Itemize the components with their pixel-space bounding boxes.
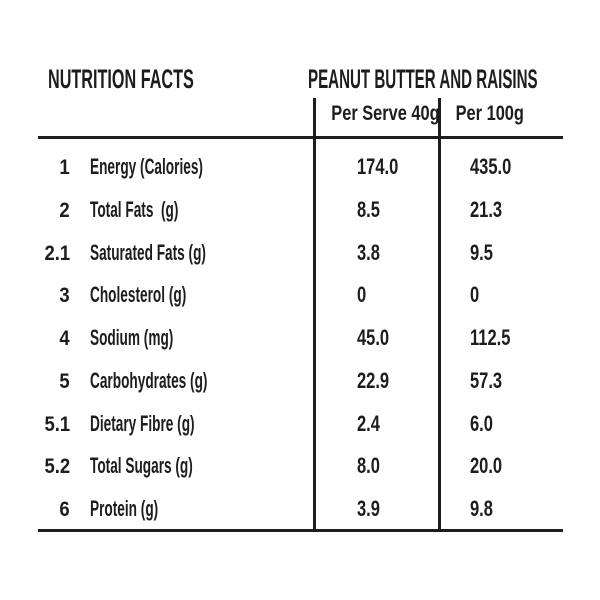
per-100g-value: 21.3	[470, 196, 503, 222]
column-header-per-100g: Per 100g	[455, 102, 525, 125]
per-100g-value: 9.5	[470, 239, 493, 265]
per-100g-value: 0	[470, 282, 480, 308]
per-serve-value: 174.0	[357, 154, 399, 179]
table-row: 4 Sodium (mg) 45.0 112.5	[0, 320, 600, 363]
table-row: 6 Protein (g) 3.9 9.8	[0, 491, 600, 534]
per-100g-value: 9.8	[470, 496, 493, 521]
bottom-rule	[38, 529, 563, 532]
row-number: 5.2	[44, 455, 70, 479]
table-row: 3 Cholesterol (g) 0 0	[0, 277, 600, 320]
per-serve-value: 2.4	[357, 410, 380, 436]
nutrient-label: Sodium (mg)	[90, 325, 174, 350]
nutrient-label: Total Sugars (g)	[90, 453, 193, 479]
nutrient-label: Cholesterol (g)	[90, 282, 187, 308]
per-100g-value: 112.5	[470, 325, 511, 350]
row-number: 2.1	[44, 241, 70, 265]
row-number: 2	[59, 198, 70, 222]
product-name-heading: PEANUT BUTTER AND RAISINS	[308, 64, 538, 94]
row-number: 3	[59, 284, 70, 308]
nutrient-label: Saturated Fats (g)	[90, 239, 206, 265]
row-number: 5.1	[44, 412, 70, 436]
column-header-per-serve: Per Serve 40g	[331, 102, 440, 125]
row-number: 6	[59, 498, 70, 521]
table-row: 5.1 Dietary Fibre (g) 2.4 6.0	[0, 406, 600, 449]
table-row: 1 Energy (Calories) 174.0 435.0	[0, 149, 600, 192]
column-divider-right	[438, 98, 441, 532]
per-100g-value: 435.0	[470, 154, 512, 179]
nutrient-label: Carbohydrates (g)	[90, 367, 208, 393]
row-number: 4	[59, 327, 70, 350]
page-title: NUTRITION FACTS	[48, 66, 291, 93]
nutrient-label: Total Fats (g)	[90, 196, 179, 222]
per-serve-value: 22.9	[357, 367, 390, 393]
column-divider-left	[313, 98, 316, 532]
nutrient-table: 1 Energy (Calories) 174.0 435.0 2 Total …	[0, 138, 600, 534]
table-row: 2 Total Fats (g) 8.5 21.3	[0, 192, 600, 235]
row-number: 1	[59, 156, 70, 179]
row-number: 5	[59, 369, 70, 393]
nutrient-label: Energy (Calories)	[90, 154, 203, 179]
table-row: 5.2 Total Sugars (g) 8.0 20.0	[0, 448, 600, 491]
per-serve-value: 0	[357, 282, 367, 308]
table-row: 5 Carbohydrates (g) 22.9 57.3	[0, 363, 600, 406]
per-100g-value: 6.0	[470, 410, 493, 436]
per-serve-value: 3.8	[357, 239, 380, 265]
table-row: 2.1 Saturated Fats (g) 3.8 9.5	[0, 235, 600, 278]
product-title: PEANUT BUTTER AND RAISINS	[308, 66, 600, 93]
nutrient-label: Dietary Fibre (g)	[90, 410, 195, 436]
per-serve-value: 8.5	[357, 196, 380, 222]
per-serve-value: 8.0	[357, 453, 380, 479]
per-serve-value: 3.9	[357, 496, 380, 521]
per-100g-value: 57.3	[470, 367, 503, 393]
per-100g-value: 20.0	[470, 453, 503, 479]
per-serve-value: 45.0	[357, 325, 390, 350]
nutrition-facts-heading: NUTRITION FACTS	[48, 64, 194, 94]
nutrient-label: Protein (g)	[90, 496, 159, 521]
top-rule	[38, 136, 563, 139]
